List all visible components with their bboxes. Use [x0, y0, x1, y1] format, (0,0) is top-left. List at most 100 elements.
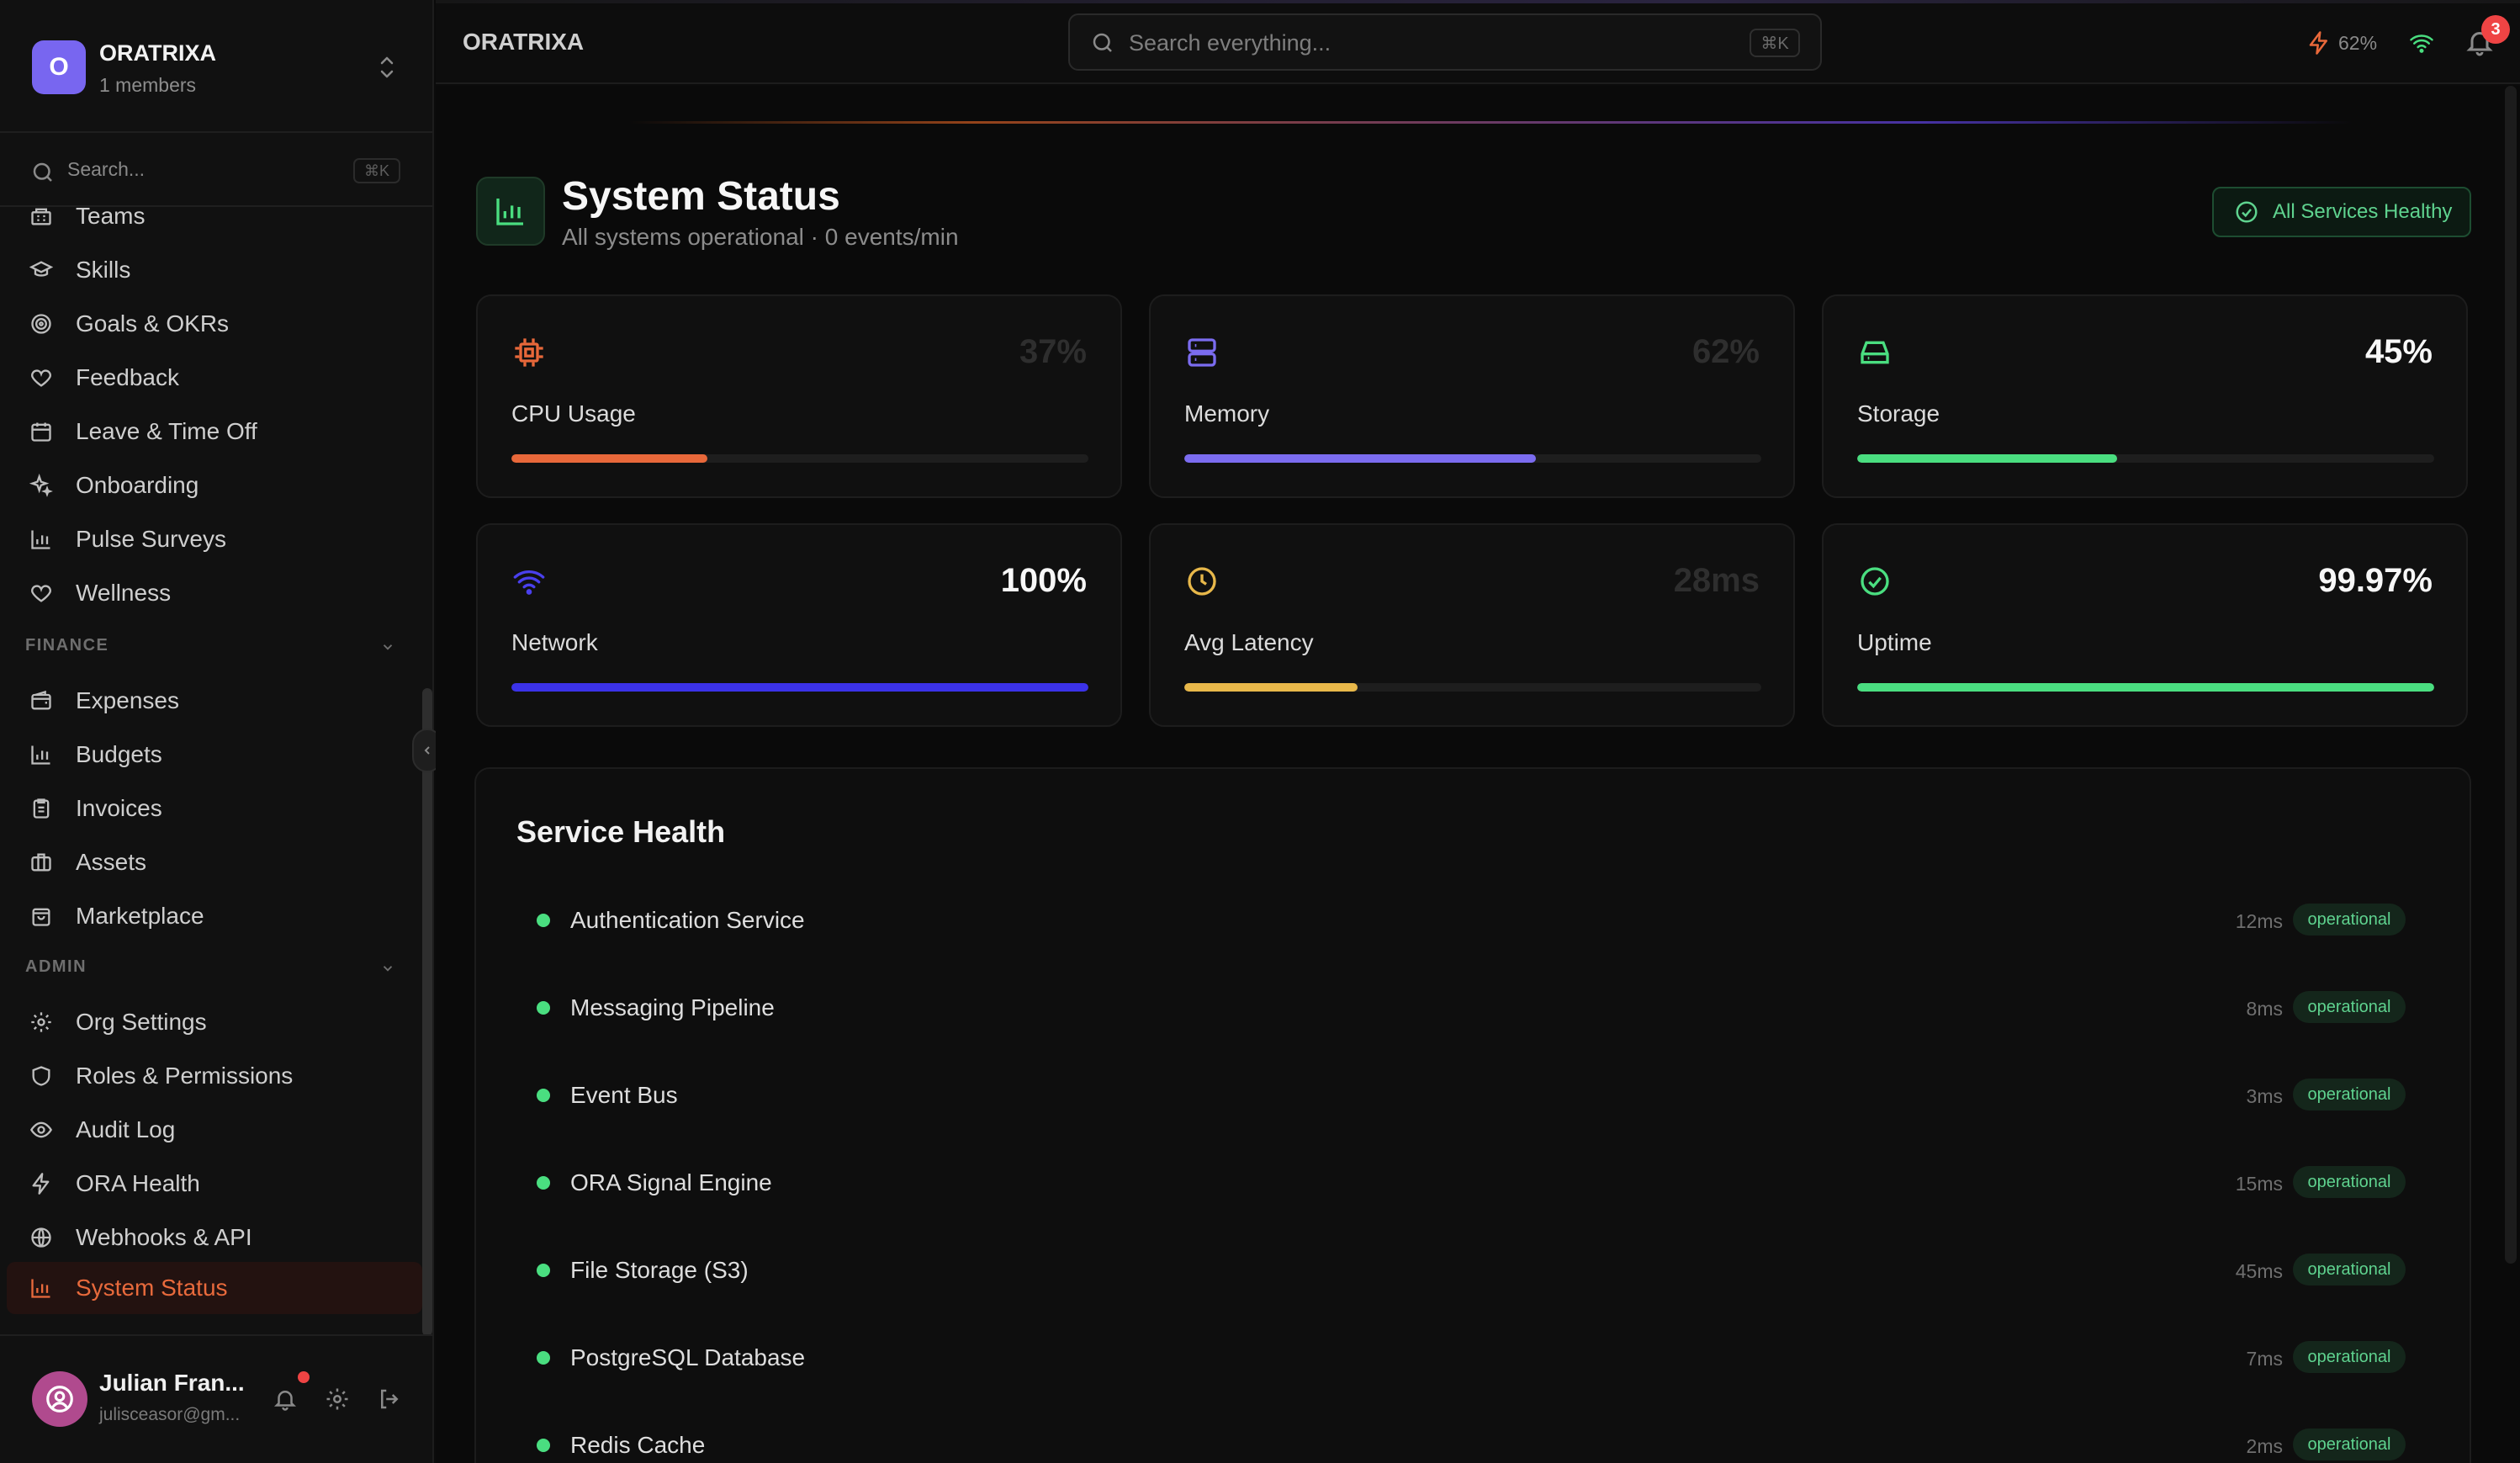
- service-row[interactable]: Messaging Pipeline 8ms operational: [537, 981, 2421, 1031]
- metric-progress-bar: [511, 683, 1088, 692]
- metric-progress-fill: [511, 454, 708, 463]
- gear-icon[interactable]: [323, 1385, 352, 1413]
- cpu-icon: [511, 335, 547, 370]
- sidebar-item-audit-log[interactable]: Audit Log: [7, 1104, 422, 1156]
- sidebar-item-skills[interactable]: Skills: [7, 244, 422, 296]
- logout-icon[interactable]: [375, 1385, 404, 1413]
- page-subtitle: All systems operational · 0 events/min: [562, 224, 959, 250]
- service-latency: 8ms: [2246, 998, 2283, 1020]
- app-title: ORATRIXA: [463, 29, 585, 55]
- status-badge: operational: [2293, 1079, 2406, 1111]
- service-latency: 12ms: [2235, 910, 2283, 932]
- metric-card-network: 100% Network: [476, 523, 1122, 727]
- sidebar-item-wellness[interactable]: Wellness: [7, 567, 422, 619]
- sidebar-item-label: Assets: [76, 849, 147, 875]
- user-profile: Julian Fran... julisceasor@gm...: [0, 1334, 432, 1463]
- sidebar-scrollbar[interactable]: [422, 688, 432, 1336]
- service-latency: 3ms: [2246, 1085, 2283, 1107]
- service-row[interactable]: ORA Signal Engine 15ms operational: [537, 1156, 2421, 1206]
- avatar[interactable]: [32, 1371, 87, 1427]
- service-row[interactable]: Authentication Service 12ms operational: [537, 893, 2421, 944]
- sidebar-item-ora-health[interactable]: ORA Health: [7, 1158, 422, 1210]
- service-row[interactable]: Event Bus 3ms operational: [537, 1068, 2421, 1119]
- service-row[interactable]: PostgreSQL Database 7ms operational: [537, 1331, 2421, 1381]
- service-row[interactable]: File Storage (S3) 45ms operational: [537, 1243, 2421, 1294]
- sidebar-item-teams[interactable]: Teams: [7, 207, 422, 242]
- sidebar: O ORATRIXA 1 members Search... ⌘K Teams …: [0, 0, 442, 1463]
- workspace-switcher[interactable]: O ORATRIXA 1 members: [0, 0, 432, 133]
- status-dot: [537, 1001, 550, 1015]
- sidebar-item-label: Teams: [76, 207, 146, 229]
- metric-progress-fill: [1857, 454, 2117, 463]
- service-latency: 45ms: [2235, 1260, 2283, 1282]
- sidebar-item-onboarding[interactable]: Onboarding: [7, 459, 422, 512]
- sidebar-item-webhooks[interactable]: Webhooks & API: [7, 1211, 422, 1264]
- search-icon: [33, 162, 52, 182]
- health-badge-label: All Services Healthy: [2273, 200, 2453, 223]
- metric-progress-bar: [1184, 683, 1761, 692]
- sidebar-item-leave[interactable]: Leave & Time Off: [7, 406, 422, 458]
- bolt-icon: [2309, 31, 2327, 55]
- metric-progress-bar: [511, 454, 1088, 463]
- service-row[interactable]: Redis Cache 2ms operational: [537, 1418, 2421, 1463]
- bell-icon[interactable]: [271, 1385, 299, 1413]
- chevrons-up-down-icon[interactable]: [377, 54, 397, 81]
- sidebar-search[interactable]: Search... ⌘K: [0, 145, 432, 207]
- calendar-icon: [27, 417, 56, 446]
- status-badge: operational: [2293, 1254, 2406, 1285]
- sidebar-item-system-status[interactable]: System Status: [7, 1262, 422, 1314]
- graduation-cap-icon: [27, 256, 56, 284]
- section-admin[interactable]: ADMIN: [25, 957, 87, 976]
- sidebar-search-input[interactable]: Search...: [67, 158, 146, 180]
- sidebar-item-budgets[interactable]: Budgets: [7, 729, 422, 781]
- global-search[interactable]: Search everything... ⌘K: [1068, 13, 1822, 71]
- sidebar-item-expenses[interactable]: Expenses: [7, 675, 422, 727]
- chevron-down-icon[interactable]: [380, 639, 395, 655]
- clock-icon: [1184, 564, 1220, 599]
- sidebar-item-label: Invoices: [76, 795, 162, 821]
- server-icon: [1184, 335, 1220, 370]
- global-search-input[interactable]: Search everything...: [1129, 30, 1331, 56]
- metric-progress-fill: [1857, 683, 2434, 692]
- metric-label: Avg Latency: [1184, 629, 1314, 655]
- sidebar-item-roles[interactable]: Roles & Permissions: [7, 1050, 422, 1102]
- clipboard-icon: [27, 794, 56, 823]
- sidebar-item-invoices[interactable]: Invoices: [7, 782, 422, 835]
- service-name: Event Bus: [570, 1082, 678, 1108]
- sidebar-item-label: ORA Health: [76, 1170, 200, 1196]
- chevron-left-icon: [424, 746, 430, 755]
- top-accent-line: [436, 0, 2520, 3]
- sidebar-item-assets[interactable]: Assets: [7, 836, 422, 888]
- status-badge: operational: [2293, 1341, 2406, 1373]
- service-name: Redis Cache: [570, 1432, 706, 1458]
- metric-card-cpu: 37% CPU Usage: [476, 294, 1122, 498]
- section-finance[interactable]: FINANCE: [25, 636, 109, 655]
- all-services-healthy-badge[interactable]: All Services Healthy: [2212, 187, 2471, 237]
- metric-label: Network: [511, 629, 598, 655]
- sidebar-item-feedback[interactable]: Feedback: [7, 352, 422, 404]
- workspace-members: 1 members: [99, 74, 197, 96]
- chevron-down-icon[interactable]: [380, 961, 395, 976]
- sidebar-item-org-settings[interactable]: Org Settings: [7, 996, 422, 1048]
- metric-card-memory: 62% Memory: [1149, 294, 1795, 498]
- bar-chart-icon: [27, 525, 56, 554]
- sparkles-icon: [27, 471, 56, 500]
- service-health-panel: Service Health Authentication Service 12…: [474, 767, 2471, 1463]
- main-scrollbar[interactable]: [2505, 86, 2517, 1264]
- heart-icon: [27, 579, 56, 607]
- metric-progress-fill: [1184, 454, 1537, 463]
- search-icon: [1093, 33, 1112, 52]
- bar-chart-icon: [27, 1274, 56, 1302]
- sidebar-item-pulse-surveys[interactable]: Pulse Surveys: [7, 513, 422, 565]
- sidebar-item-goals[interactable]: Goals & OKRs: [7, 298, 422, 350]
- bolt-icon: [27, 1169, 56, 1198]
- user-email: julisceasor@gm...: [99, 1405, 241, 1424]
- service-name: PostgreSQL Database: [570, 1344, 806, 1370]
- metric-label: Memory: [1184, 400, 1270, 427]
- service-latency: 7ms: [2246, 1348, 2283, 1370]
- target-icon: [27, 310, 56, 338]
- metric-value: 62%: [1691, 333, 1760, 370]
- sidebar-item-marketplace[interactable]: Marketplace: [7, 890, 422, 942]
- check-circle-icon: [1857, 564, 1893, 599]
- main-content: System Status All systems operational · …: [436, 86, 2520, 1463]
